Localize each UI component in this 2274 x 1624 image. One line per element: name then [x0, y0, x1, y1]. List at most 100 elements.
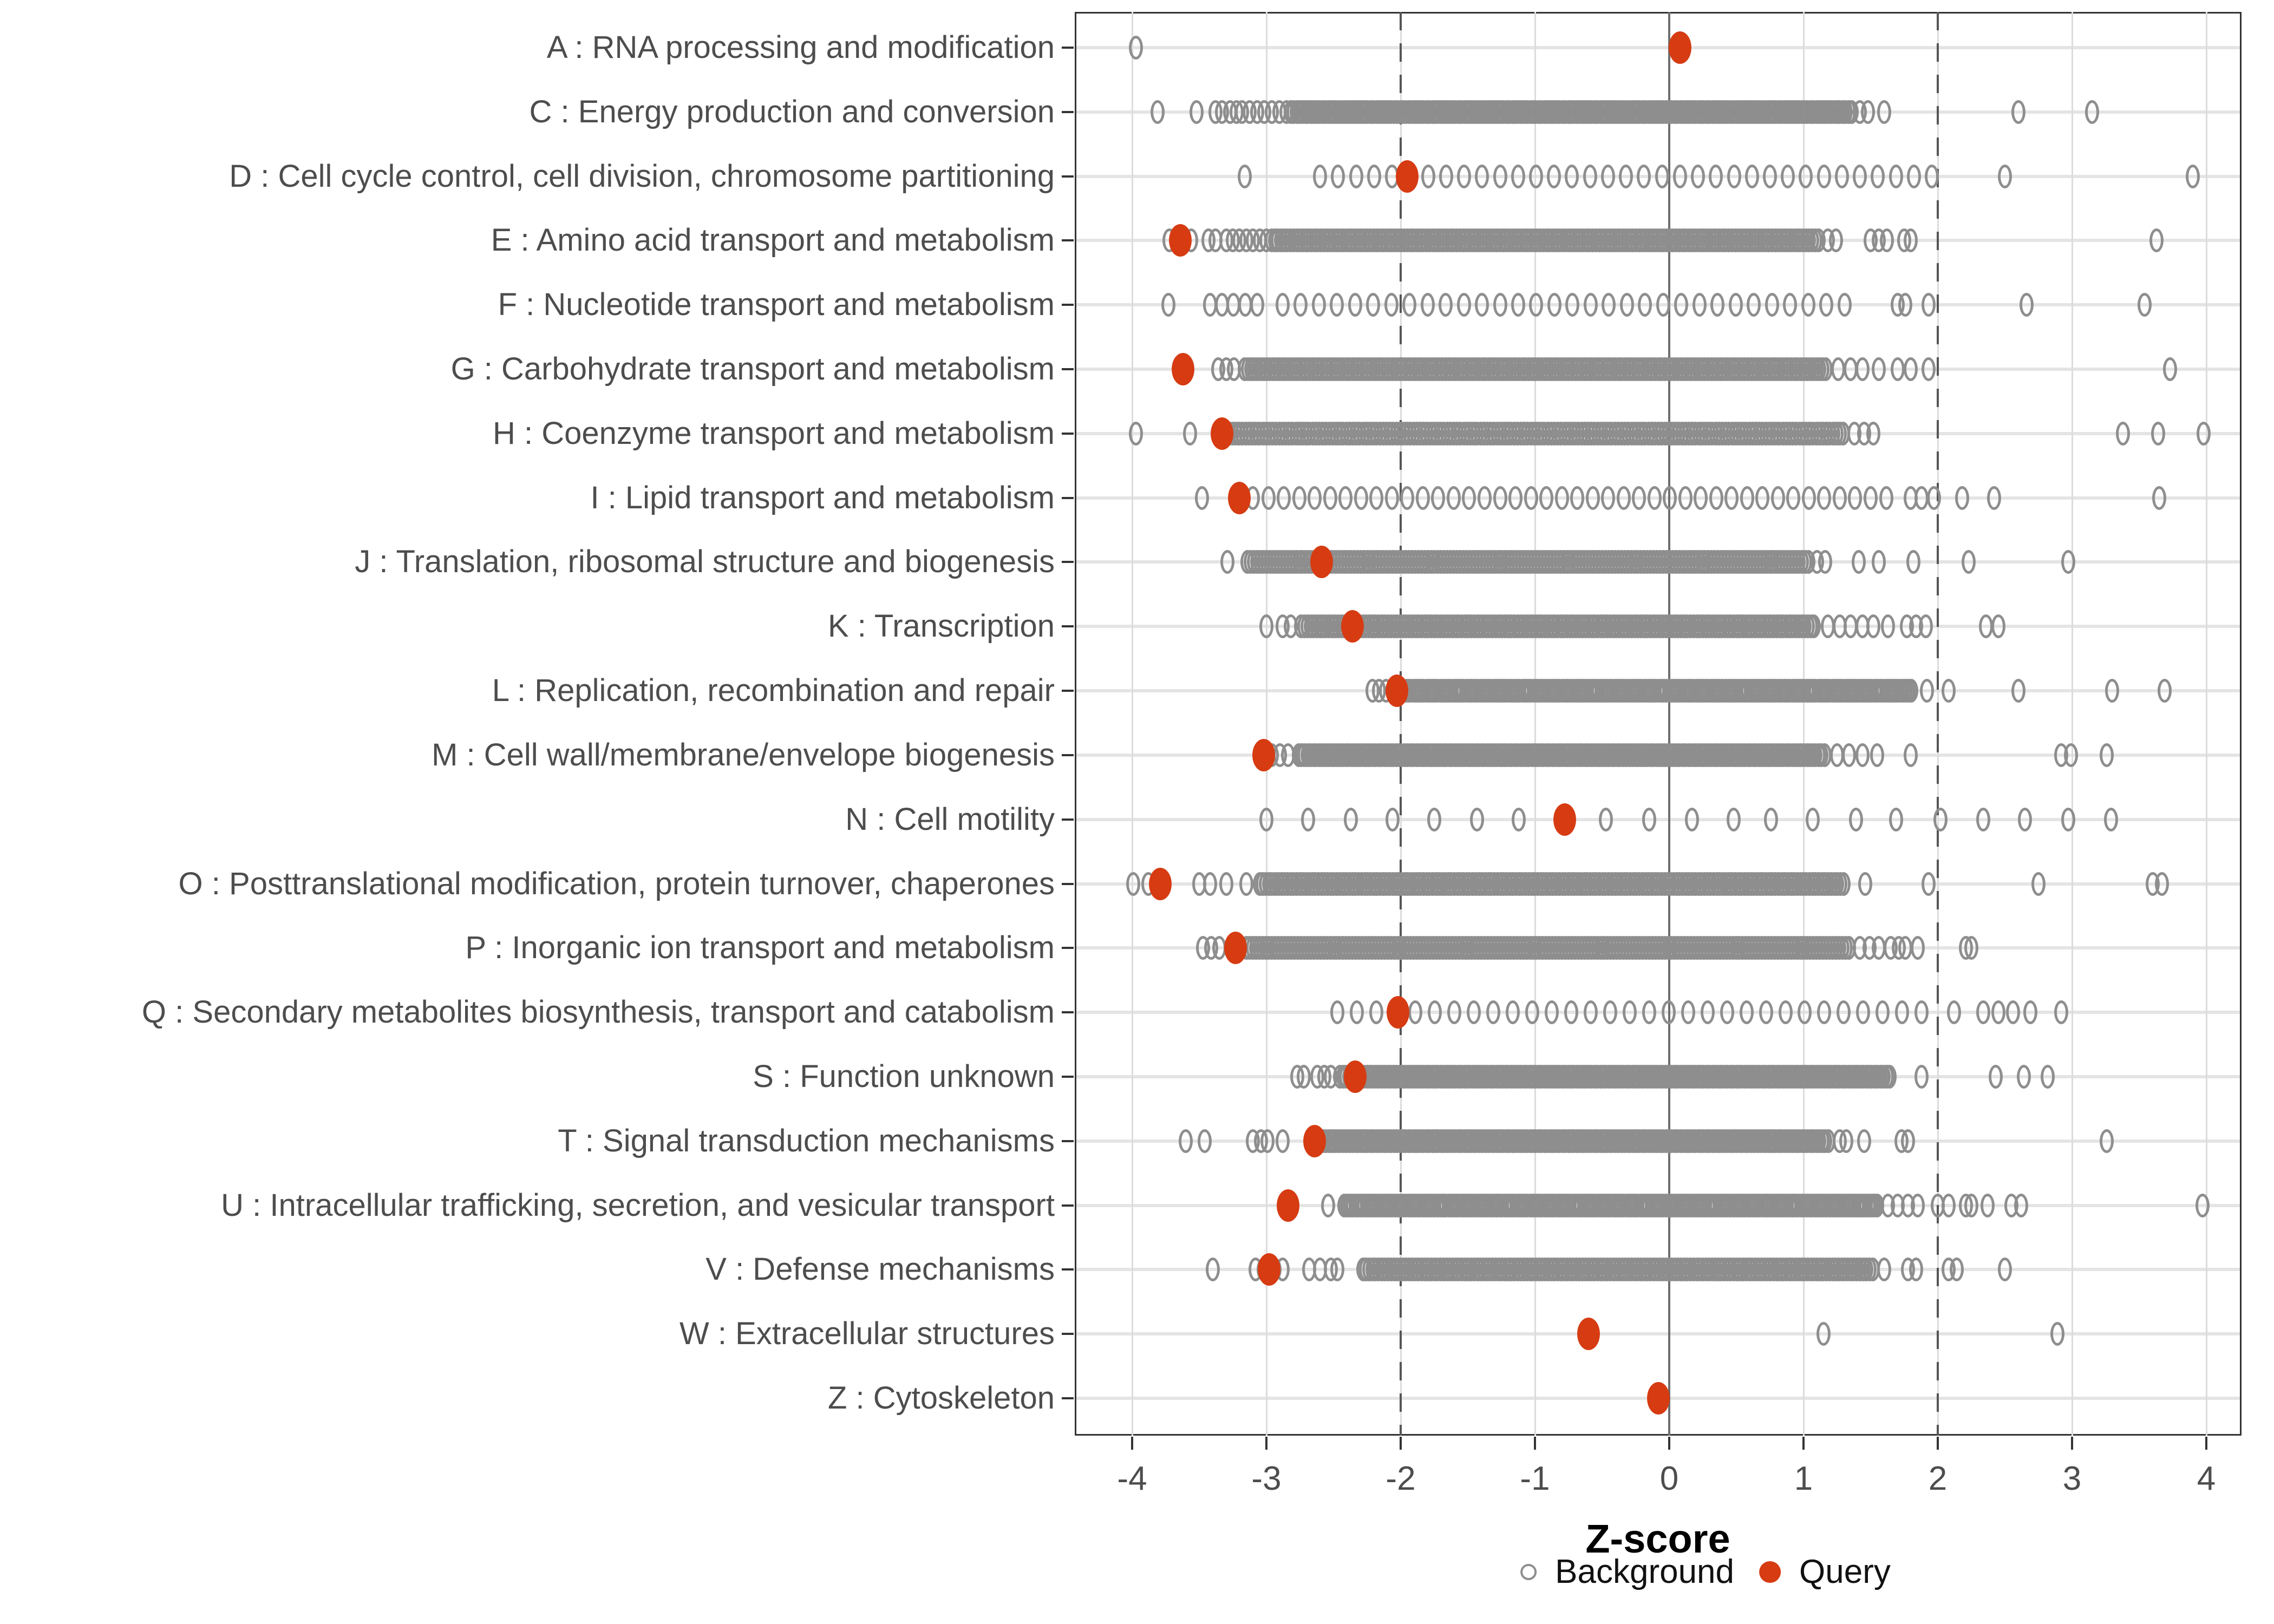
query-point — [1172, 353, 1195, 386]
background-point — [1870, 743, 1885, 767]
background-point — [1632, 486, 1646, 510]
background-point — [1818, 550, 1832, 574]
query-point — [1341, 610, 1364, 643]
y-axis-label: M : Cell wall/membrane/envelope biogenes… — [432, 737, 1055, 772]
x-axis-tick — [1802, 1437, 1805, 1450]
background-point — [2011, 679, 2025, 703]
background-point — [1179, 1129, 1193, 1153]
background-point — [1475, 293, 1489, 317]
background-point — [1151, 100, 1165, 124]
background-point — [1421, 164, 1435, 188]
background-point — [1866, 421, 1880, 446]
background-point — [1889, 164, 1903, 188]
background-point — [1583, 293, 1598, 317]
background-point — [1674, 293, 1689, 317]
x-axis-tick-label: 3 — [2062, 1460, 2082, 1497]
background-point — [1692, 293, 1707, 317]
background-point — [1933, 807, 1948, 831]
background-point — [1182, 421, 1197, 446]
query-point — [1396, 160, 1419, 193]
y-axis-label: J : Translation, ribosomal structure and… — [355, 544, 1055, 580]
query-point — [1303, 1124, 1327, 1157]
y-axis-tick — [1062, 496, 1074, 499]
background-point — [1955, 486, 1969, 510]
legend: Background Query — [1520, 1553, 1891, 1591]
background-point — [1909, 1258, 1924, 1282]
background-point — [1642, 807, 1656, 831]
background-point — [1801, 293, 1815, 317]
background-point — [1462, 486, 1476, 510]
background-point — [2063, 743, 2078, 767]
background-point — [2023, 1000, 2038, 1025]
background-point — [1851, 550, 1866, 574]
background-point — [1848, 807, 1863, 831]
background-point — [1941, 679, 1956, 703]
x-axis-tick — [2205, 1437, 2207, 1450]
query-point — [1387, 996, 1410, 1029]
background-point — [1694, 486, 1708, 510]
background-point — [1816, 1322, 1831, 1346]
y-axis-label: I : Lipid transport and metabolism — [590, 480, 1055, 515]
background-point — [1311, 293, 1326, 317]
background-point — [1889, 807, 1904, 831]
background-point — [1728, 293, 1743, 317]
legend-label-background: Background — [1555, 1553, 1735, 1590]
background-point — [1402, 293, 1417, 317]
background-point — [1602, 293, 1616, 317]
background-point — [1744, 164, 1759, 188]
y-axis-label: D : Cell cycle control, cell division, c… — [229, 158, 1055, 194]
x-axis-tick — [1400, 1437, 1402, 1450]
background-point — [1839, 1129, 1854, 1153]
background-point — [1817, 1000, 1832, 1025]
vertical-gridline — [1131, 12, 1133, 1436]
background-point — [1208, 228, 1223, 253]
background-point — [2195, 1193, 2210, 1217]
background-point — [1655, 164, 1669, 188]
query-point — [1310, 546, 1333, 579]
background-point — [1877, 100, 1891, 124]
y-axis-tick — [1062, 625, 1074, 628]
background-point — [1324, 1064, 1338, 1089]
background-point — [1239, 872, 1253, 896]
y-axis-label: V : Defense mechanisms — [705, 1252, 1055, 1287]
y-axis-tick — [1062, 175, 1074, 178]
x-axis-tick-label: 4 — [2197, 1460, 2216, 1497]
background-point — [1890, 357, 1905, 382]
background-point — [1190, 100, 1204, 124]
background-point — [1926, 486, 1941, 510]
background-point — [1765, 293, 1779, 317]
background-point — [1478, 486, 1492, 510]
background-point — [1783, 293, 1798, 317]
background-point — [1126, 872, 1141, 896]
background-point — [1475, 164, 1489, 188]
query-point — [1385, 675, 1408, 708]
background-point — [1747, 293, 1761, 317]
background-point — [1275, 1129, 1290, 1153]
vertical-gridline — [1534, 12, 1536, 1436]
row-gridline — [1076, 1332, 2240, 1336]
background-point — [1964, 936, 1978, 960]
background-point — [1369, 486, 1384, 510]
query-point — [1228, 481, 1251, 514]
background-point — [1817, 486, 1832, 510]
y-axis-tick — [1062, 432, 1074, 435]
background-point — [1129, 36, 1143, 60]
background-point — [1842, 743, 1857, 767]
background-point — [1898, 293, 1913, 317]
background-point — [1400, 486, 1415, 510]
y-axis-label: Q : Secondary metabolites biosynthesis, … — [141, 994, 1055, 1030]
y-axis-label: W : Extracellular structures — [679, 1316, 1055, 1352]
background-point — [2137, 293, 2152, 317]
background-point — [1881, 614, 1896, 639]
legend-label-query: Query — [1799, 1553, 1891, 1590]
background-point — [1354, 486, 1368, 510]
query-point — [1276, 1189, 1299, 1222]
background-point — [1297, 1064, 1311, 1089]
background-point — [1197, 1129, 1212, 1153]
background-point — [1529, 293, 1544, 317]
background-point — [1525, 1000, 1540, 1025]
background-point — [1764, 807, 1779, 831]
y-axis-tick — [1062, 1397, 1074, 1399]
y-axis-label: S : Function unknown — [753, 1058, 1055, 1094]
